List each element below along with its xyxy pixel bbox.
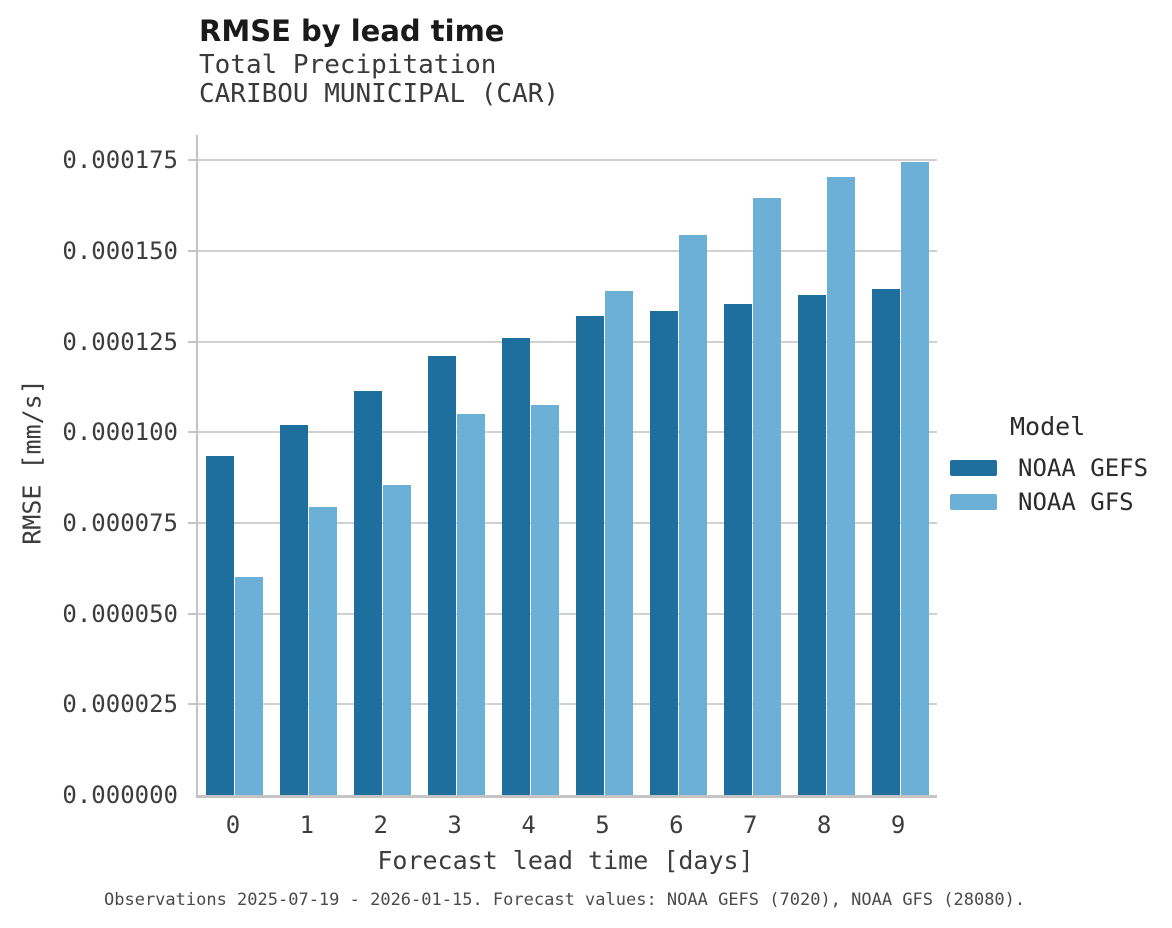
y-tick-label-0.000025: 0.000025 [62,690,178,719]
y-tick-label-0.000150: 0.000150 [62,237,178,266]
y-tick-label-0.000050: 0.000050 [62,599,178,628]
legend-item-noaa-gfs: NOAA GFS [950,485,1148,519]
gridline-0.000075 [198,522,937,525]
legend-item-noaa-gefs: NOAA GEFS [950,451,1148,485]
bar-noaa-gefs-lead-8 [797,294,826,795]
bar-noaa-gefs-lead-5 [575,316,604,795]
x-tick-label-4: 4 [521,811,536,839]
gridline-0.000025 [198,703,937,706]
y-tick-mark [188,703,196,706]
y-tick-label-0.000000: 0.000000 [62,781,178,809]
x-tick-label-3: 3 [447,811,462,839]
gridline-0.000150 [198,250,937,253]
bar-noaa-gfs-lead-8 [826,176,855,795]
x-tick-label-8: 8 [816,811,832,839]
bar-noaa-gefs-lead-2 [354,390,383,795]
x-tick-label-1: 1 [299,811,315,839]
legend-label-noaa-gfs: NOAA GFS [1018,488,1134,516]
y-tick-label-0.000125: 0.000125 [62,327,178,356]
bar-noaa-gefs-lead-3 [428,356,457,795]
bar-noaa-gfs-lead-7 [752,198,781,795]
plot-area [196,135,937,798]
bar-noaa-gfs-lead-9 [900,162,929,795]
caption: Observations 2025-07-19 - 2026-01-15. Fo… [104,890,1026,910]
bar-noaa-gfs-lead-2 [383,484,412,795]
x-tick-label-7: 7 [743,811,758,839]
gridline-0.000175 [198,159,937,162]
chart-subtitle-station: CARIBOU MUNICIPAL (CAR) [199,79,560,109]
x-tick-label-5: 5 [595,811,610,839]
y-tick-mark [188,612,196,615]
chart-subtitle-variable: Total Precipitation [199,50,497,80]
x-tick-label-0: 0 [225,811,241,839]
bar-noaa-gefs-lead-0 [206,455,235,795]
x-tick-label-6: 6 [669,811,684,839]
bar-noaa-gfs-lead-3 [457,414,486,795]
bar-noaa-gefs-lead-1 [280,425,309,795]
gridline-0.000125 [198,340,937,343]
chart-title: RMSE by lead time [199,14,505,48]
y-tick-mark [188,250,196,253]
bar-noaa-gefs-lead-7 [723,303,752,795]
x-axis-label: Forecast lead time [days] [377,846,754,875]
bar-noaa-gefs-lead-9 [871,289,900,795]
legend-swatch-noaa-gefs [950,460,997,476]
y-tick-label-0.000100: 0.000100 [62,418,178,447]
bar-noaa-gefs-lead-4 [502,338,531,795]
y-tick-mark [188,159,196,162]
bar-noaa-gfs-lead-1 [309,506,338,795]
legend-swatch-noaa-gfs [950,494,997,510]
x-tick-label-2: 2 [373,811,388,839]
y-tick-mark [188,522,196,525]
bar-noaa-gfs-lead-0 [235,577,264,795]
legend-title: Model [1010,412,1086,441]
x-tick-label-9: 9 [890,811,906,839]
bar-noaa-gfs-lead-6 [678,234,707,795]
gridline-0.000050 [198,612,937,615]
y-tick-label-0.000175: 0.000175 [62,146,178,175]
gridline-0.000100 [198,431,937,434]
y-tick-mark [188,340,196,343]
bar-noaa-gfs-lead-4 [531,405,560,795]
y-tick-label-0.000075: 0.000075 [62,509,178,538]
y-tick-mark [188,431,196,434]
bar-noaa-gefs-lead-6 [649,310,678,795]
bar-noaa-gfs-lead-5 [604,290,633,795]
legend: Model NOAA GEFS NOAA GFS [950,412,1148,519]
legend-label-noaa-gefs: NOAA GEFS [1018,454,1149,482]
